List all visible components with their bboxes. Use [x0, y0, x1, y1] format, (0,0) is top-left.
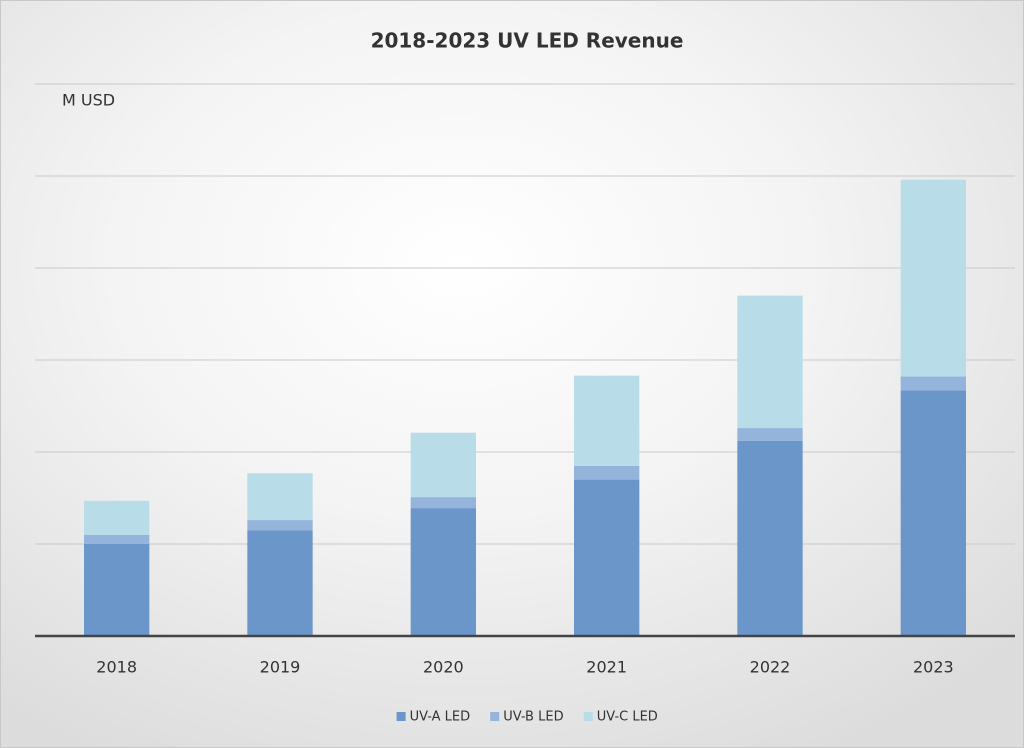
bar-segment	[737, 428, 803, 441]
bar-segment	[247, 530, 313, 636]
bar-segment	[574, 465, 640, 480]
bar-segment	[574, 375, 640, 466]
bar-segment	[84, 534, 150, 544]
legend-label: UV-A LED	[410, 710, 471, 725]
x-tick-label: 2020	[423, 658, 464, 677]
legend-swatch	[396, 712, 406, 721]
legend-swatch	[490, 712, 500, 721]
bar-segment	[410, 497, 476, 509]
bar-segment	[900, 179, 966, 377]
bar-segment	[900, 390, 966, 636]
bar-segment	[247, 520, 313, 531]
bar-segment	[84, 544, 150, 636]
bar-segment	[84, 500, 150, 535]
bar-segment	[574, 479, 640, 636]
x-tick-label: 2023	[913, 658, 954, 677]
legend-label: UV-B LED	[503, 710, 563, 725]
x-tick-label: 2022	[750, 658, 791, 677]
legend-swatch	[583, 712, 593, 721]
x-tick-label: 2021	[586, 658, 627, 677]
bar-segment	[900, 376, 966, 391]
bar-segment	[410, 432, 476, 498]
x-tick-label: 2019	[260, 658, 301, 677]
legend-label: UV-C LED	[597, 710, 658, 725]
bar-segment	[737, 295, 803, 429]
chart-title: 2018-2023 UV LED Revenue	[371, 29, 684, 53]
bar-segment	[247, 473, 313, 521]
x-tick-label: 2018	[96, 658, 137, 677]
y-axis-label: M USD	[62, 91, 115, 110]
bar-segment	[410, 508, 476, 636]
bar-segment	[737, 440, 803, 636]
